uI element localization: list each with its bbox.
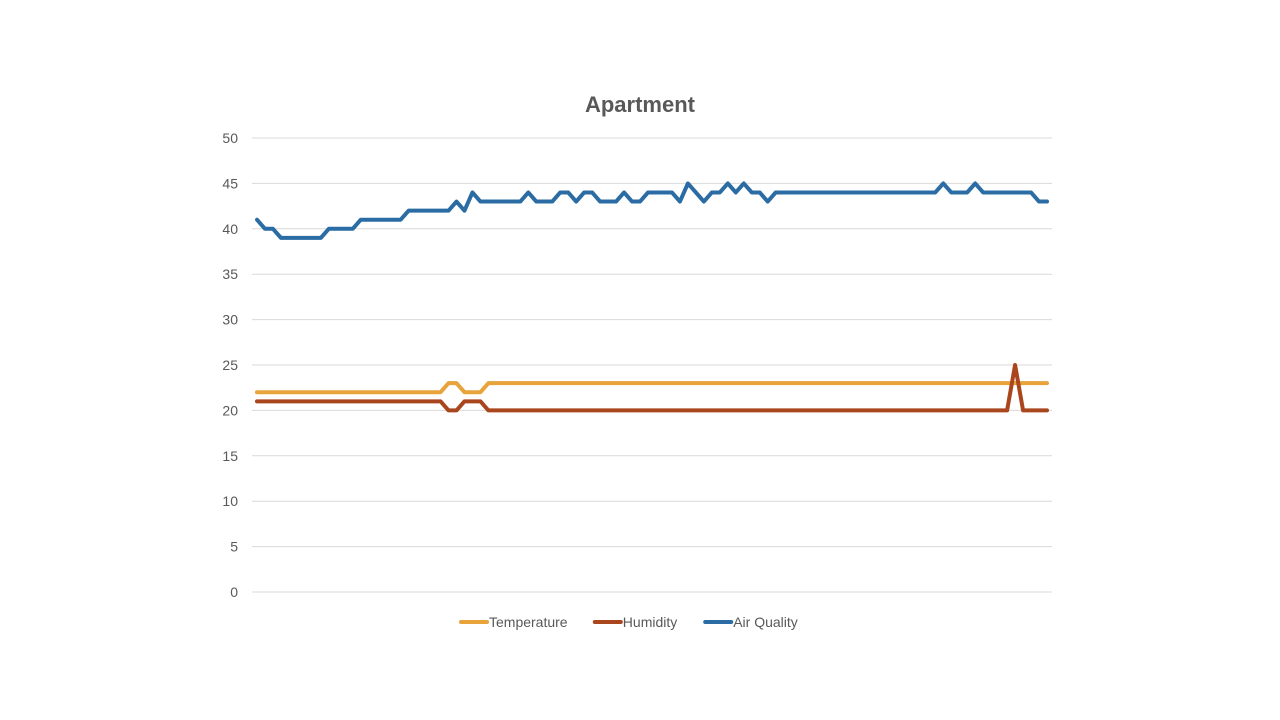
y-tick-label: 10: [222, 493, 238, 509]
y-tick-label: 25: [222, 357, 238, 373]
gridlines: [252, 137, 1052, 593]
series-line-air-quality: [255, 181, 1049, 240]
y-tick-label: 0: [230, 584, 238, 600]
y-tick-label: 20: [222, 402, 238, 418]
legend-label-humidity: Humidity: [623, 614, 677, 630]
y-tick-label: 15: [222, 448, 238, 464]
y-tick-label: 30: [222, 312, 238, 328]
legend-label-temperature: Temperature: [489, 614, 568, 630]
chart-title: Apartment: [585, 92, 696, 117]
series-line-humidity: [255, 363, 1049, 413]
y-tick-label: 40: [222, 221, 238, 237]
y-tick-label: 5: [230, 539, 238, 555]
legend: Temperature Humidity Air Quality: [459, 614, 798, 630]
y-tick-label: 50: [222, 130, 238, 146]
y-tick-label: 35: [222, 266, 238, 282]
y-tick-label: 45: [222, 175, 238, 191]
legend-label-air-quality: Air Quality: [733, 614, 798, 630]
y-axis-tick-labels: 0 5 10 15 20 25 30 35 40 45 50: [222, 130, 238, 600]
series-line-temperature: [255, 381, 1049, 395]
series-lines: [255, 181, 1049, 413]
